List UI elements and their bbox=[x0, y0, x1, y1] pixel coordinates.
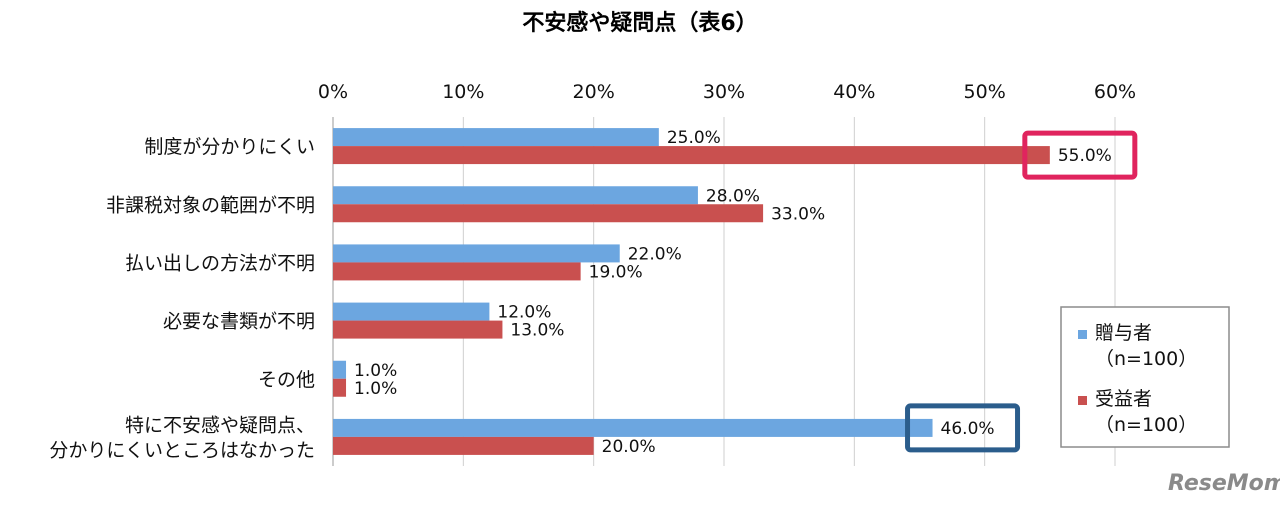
data-label: 55.0% bbox=[1058, 146, 1112, 166]
x-tick-label: 60% bbox=[1094, 81, 1136, 103]
watermark-text: ReseMom bbox=[1168, 471, 1280, 496]
highlight-boxes bbox=[905, 130, 1138, 453]
bar-series-1 bbox=[333, 244, 620, 263]
bar-series-2 bbox=[333, 204, 764, 223]
bar-series-1 bbox=[333, 360, 347, 379]
bar-series-2 bbox=[333, 436, 594, 455]
bars bbox=[333, 128, 1050, 455]
category-label: 制度が分かりにくい bbox=[144, 136, 315, 158]
data-label: 33.0% bbox=[771, 204, 825, 224]
bar-series-1 bbox=[333, 186, 698, 205]
bar-series-2 bbox=[333, 262, 581, 281]
x-tick-label: 40% bbox=[833, 81, 875, 103]
bar-series-2 bbox=[333, 378, 347, 397]
highlight-box bbox=[1022, 130, 1138, 180]
legend-label: （n=100） bbox=[1095, 348, 1197, 370]
category-label: 分かりにくいところはなかった bbox=[49, 439, 315, 461]
legend-swatch bbox=[1078, 396, 1087, 405]
data-labels: 25.0% 28.0% 22.0% 12.0% 1.0% 46.0% 55.0% 33.0% 1… bbox=[354, 128, 1112, 457]
chart-title: 不安感や疑問点（表6） bbox=[522, 10, 757, 36]
legend-swatch bbox=[1078, 330, 1087, 339]
category-label: 必要な書類が不明 bbox=[163, 311, 315, 333]
category-label: 非課税対象の範囲が不明 bbox=[106, 194, 315, 216]
legend-label: （n=100） bbox=[1095, 414, 1197, 436]
category-label: 払い出しの方法が不明 bbox=[125, 252, 315, 274]
category-labels: 制度が分かりにくい非課税対象の範囲が不明払い出しの方法が不明必要な書類が不明その… bbox=[49, 136, 315, 461]
legend: 贈与者 （n=100） 受益者 （n=100） bbox=[1060, 306, 1230, 448]
x-axis-ticks: 0% 10% 20% 30% 40% 50% 60% bbox=[318, 81, 1136, 103]
data-label: 1.0% bbox=[354, 361, 397, 381]
data-label: 22.0% bbox=[628, 244, 682, 264]
x-tick-label: 50% bbox=[964, 81, 1006, 103]
x-tick-label: 20% bbox=[573, 81, 615, 103]
bar-series-1 bbox=[333, 418, 933, 437]
x-tick-label: 10% bbox=[442, 81, 484, 103]
data-label: 12.0% bbox=[497, 303, 551, 323]
highlight-box bbox=[905, 403, 1021, 453]
data-label: 20.0% bbox=[602, 437, 656, 457]
bar-series-1 bbox=[333, 128, 659, 147]
data-label: 46.0% bbox=[941, 419, 995, 439]
data-label: 19.0% bbox=[589, 262, 643, 282]
bar-series-1 bbox=[333, 302, 490, 321]
data-label: 28.0% bbox=[706, 186, 760, 206]
legend-label: 贈与者 bbox=[1095, 322, 1152, 344]
data-label: 13.0% bbox=[510, 321, 564, 341]
watermark-logo: ReseMom bbox=[1168, 471, 1280, 496]
bar-series-2 bbox=[333, 320, 503, 339]
data-label: 1.0% bbox=[354, 379, 397, 399]
category-label: その他 bbox=[258, 369, 315, 391]
x-tick-label: 30% bbox=[703, 81, 745, 103]
data-label: 25.0% bbox=[667, 128, 721, 148]
legend-label: 受益者 bbox=[1095, 388, 1152, 410]
grid bbox=[332, 117, 1116, 466]
category-label: 特に不安感や疑問点、 bbox=[125, 414, 315, 436]
x-tick-label: 0% bbox=[318, 81, 348, 103]
legend-box bbox=[1060, 306, 1230, 448]
bar-series-2 bbox=[333, 146, 1050, 165]
